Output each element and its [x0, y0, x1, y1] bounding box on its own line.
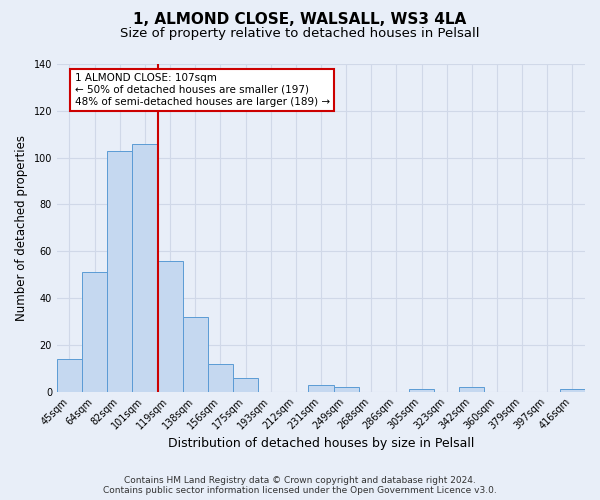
- Bar: [233, 378, 258, 392]
- Text: Contains HM Land Registry data © Crown copyright and database right 2024.
Contai: Contains HM Land Registry data © Crown c…: [103, 476, 497, 495]
- Bar: [158, 260, 182, 392]
- Text: Size of property relative to detached houses in Pelsall: Size of property relative to detached ho…: [120, 28, 480, 40]
- Bar: [334, 387, 359, 392]
- X-axis label: Distribution of detached houses by size in Pelsall: Distribution of detached houses by size …: [168, 437, 474, 450]
- Bar: [308, 384, 334, 392]
- Bar: [82, 272, 107, 392]
- Bar: [409, 390, 434, 392]
- Bar: [208, 364, 233, 392]
- Y-axis label: Number of detached properties: Number of detached properties: [15, 135, 28, 321]
- Bar: [560, 390, 585, 392]
- Bar: [57, 359, 82, 392]
- Bar: [107, 150, 133, 392]
- Bar: [459, 387, 484, 392]
- Bar: [182, 317, 208, 392]
- Text: 1, ALMOND CLOSE, WALSALL, WS3 4LA: 1, ALMOND CLOSE, WALSALL, WS3 4LA: [133, 12, 467, 28]
- Text: 1 ALMOND CLOSE: 107sqm
← 50% of detached houses are smaller (197)
48% of semi-de: 1 ALMOND CLOSE: 107sqm ← 50% of detached…: [74, 74, 329, 106]
- Bar: [133, 144, 158, 392]
